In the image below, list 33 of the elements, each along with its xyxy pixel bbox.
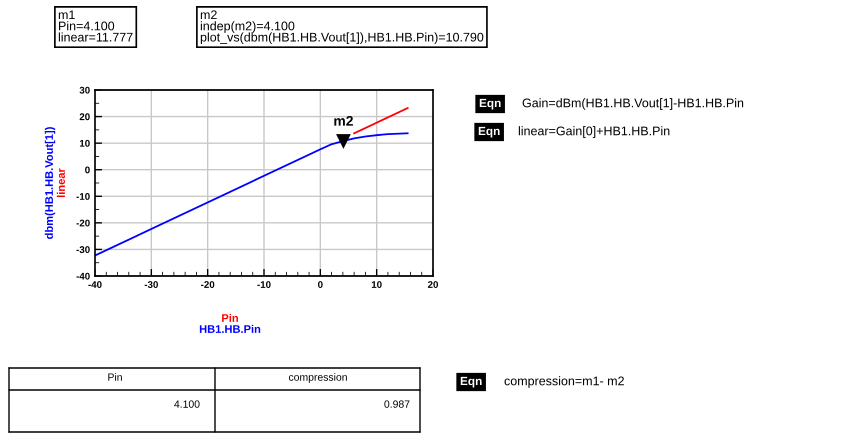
text: Pin (222, 314, 238, 322)
text: m1 Pin=4.100 linear=11.777 (58, 10, 133, 42)
x-tick-label: 20 (428, 281, 438, 288)
y-tick-label: 0 (85, 166, 90, 174)
y-tick-label: -40 (76, 272, 90, 280)
x-tick-label: -30 (144, 281, 158, 288)
text: m2 indep(m2)=4.100 plot_vs(dbm(HB1.HB.Vout[1]),HB1.HB.Pin)=10.790 (200, 10, 484, 44)
x-tick-label: -20 (201, 281, 214, 288)
text: 4.100 (174, 400, 200, 408)
x-tick-label: -40 (88, 281, 102, 288)
text: compression (288, 373, 347, 383)
text: linear=Gain[0]+HB1.HB.Pin (518, 126, 670, 138)
text: Gain=dBm(HB1.HB.Vout[1]-HB1.HB.Pin (522, 98, 744, 110)
text: 0.987 (384, 400, 410, 408)
y-tick-label: -10 (76, 193, 90, 200)
text: linear (56, 168, 65, 198)
line-series (95, 132, 409, 256)
x-tick-label: -10 (257, 281, 271, 288)
annotation: m2 (334, 116, 353, 126)
x-tick-label: 0 (318, 281, 323, 288)
y-tick-label: 20 (80, 113, 90, 120)
text: Pin (108, 373, 122, 381)
x-tick-label: 10 (372, 281, 382, 288)
text: Eqn (480, 98, 501, 110)
text: Eqn (478, 126, 500, 138)
y-tick-label: -30 (76, 246, 90, 254)
x-axis-title: HB1.HB.Pin (200, 324, 260, 333)
y-tick-label: 30 (80, 86, 90, 94)
y-tick-label: -20 (76, 220, 90, 226)
y-tick-label: 10 (80, 140, 90, 147)
text: compression=m1- m2 (504, 376, 624, 388)
text: Eqn (460, 376, 482, 388)
text: dbm(HB1.HB.Vout[1]) (44, 127, 56, 239)
